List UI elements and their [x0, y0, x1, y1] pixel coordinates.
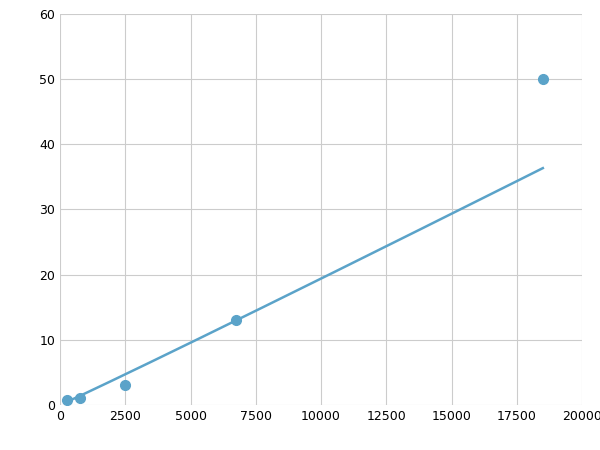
Point	[62, 397, 71, 404]
Point	[538, 75, 548, 82]
Point	[121, 382, 130, 389]
Point	[232, 317, 241, 324]
Point	[75, 395, 85, 402]
